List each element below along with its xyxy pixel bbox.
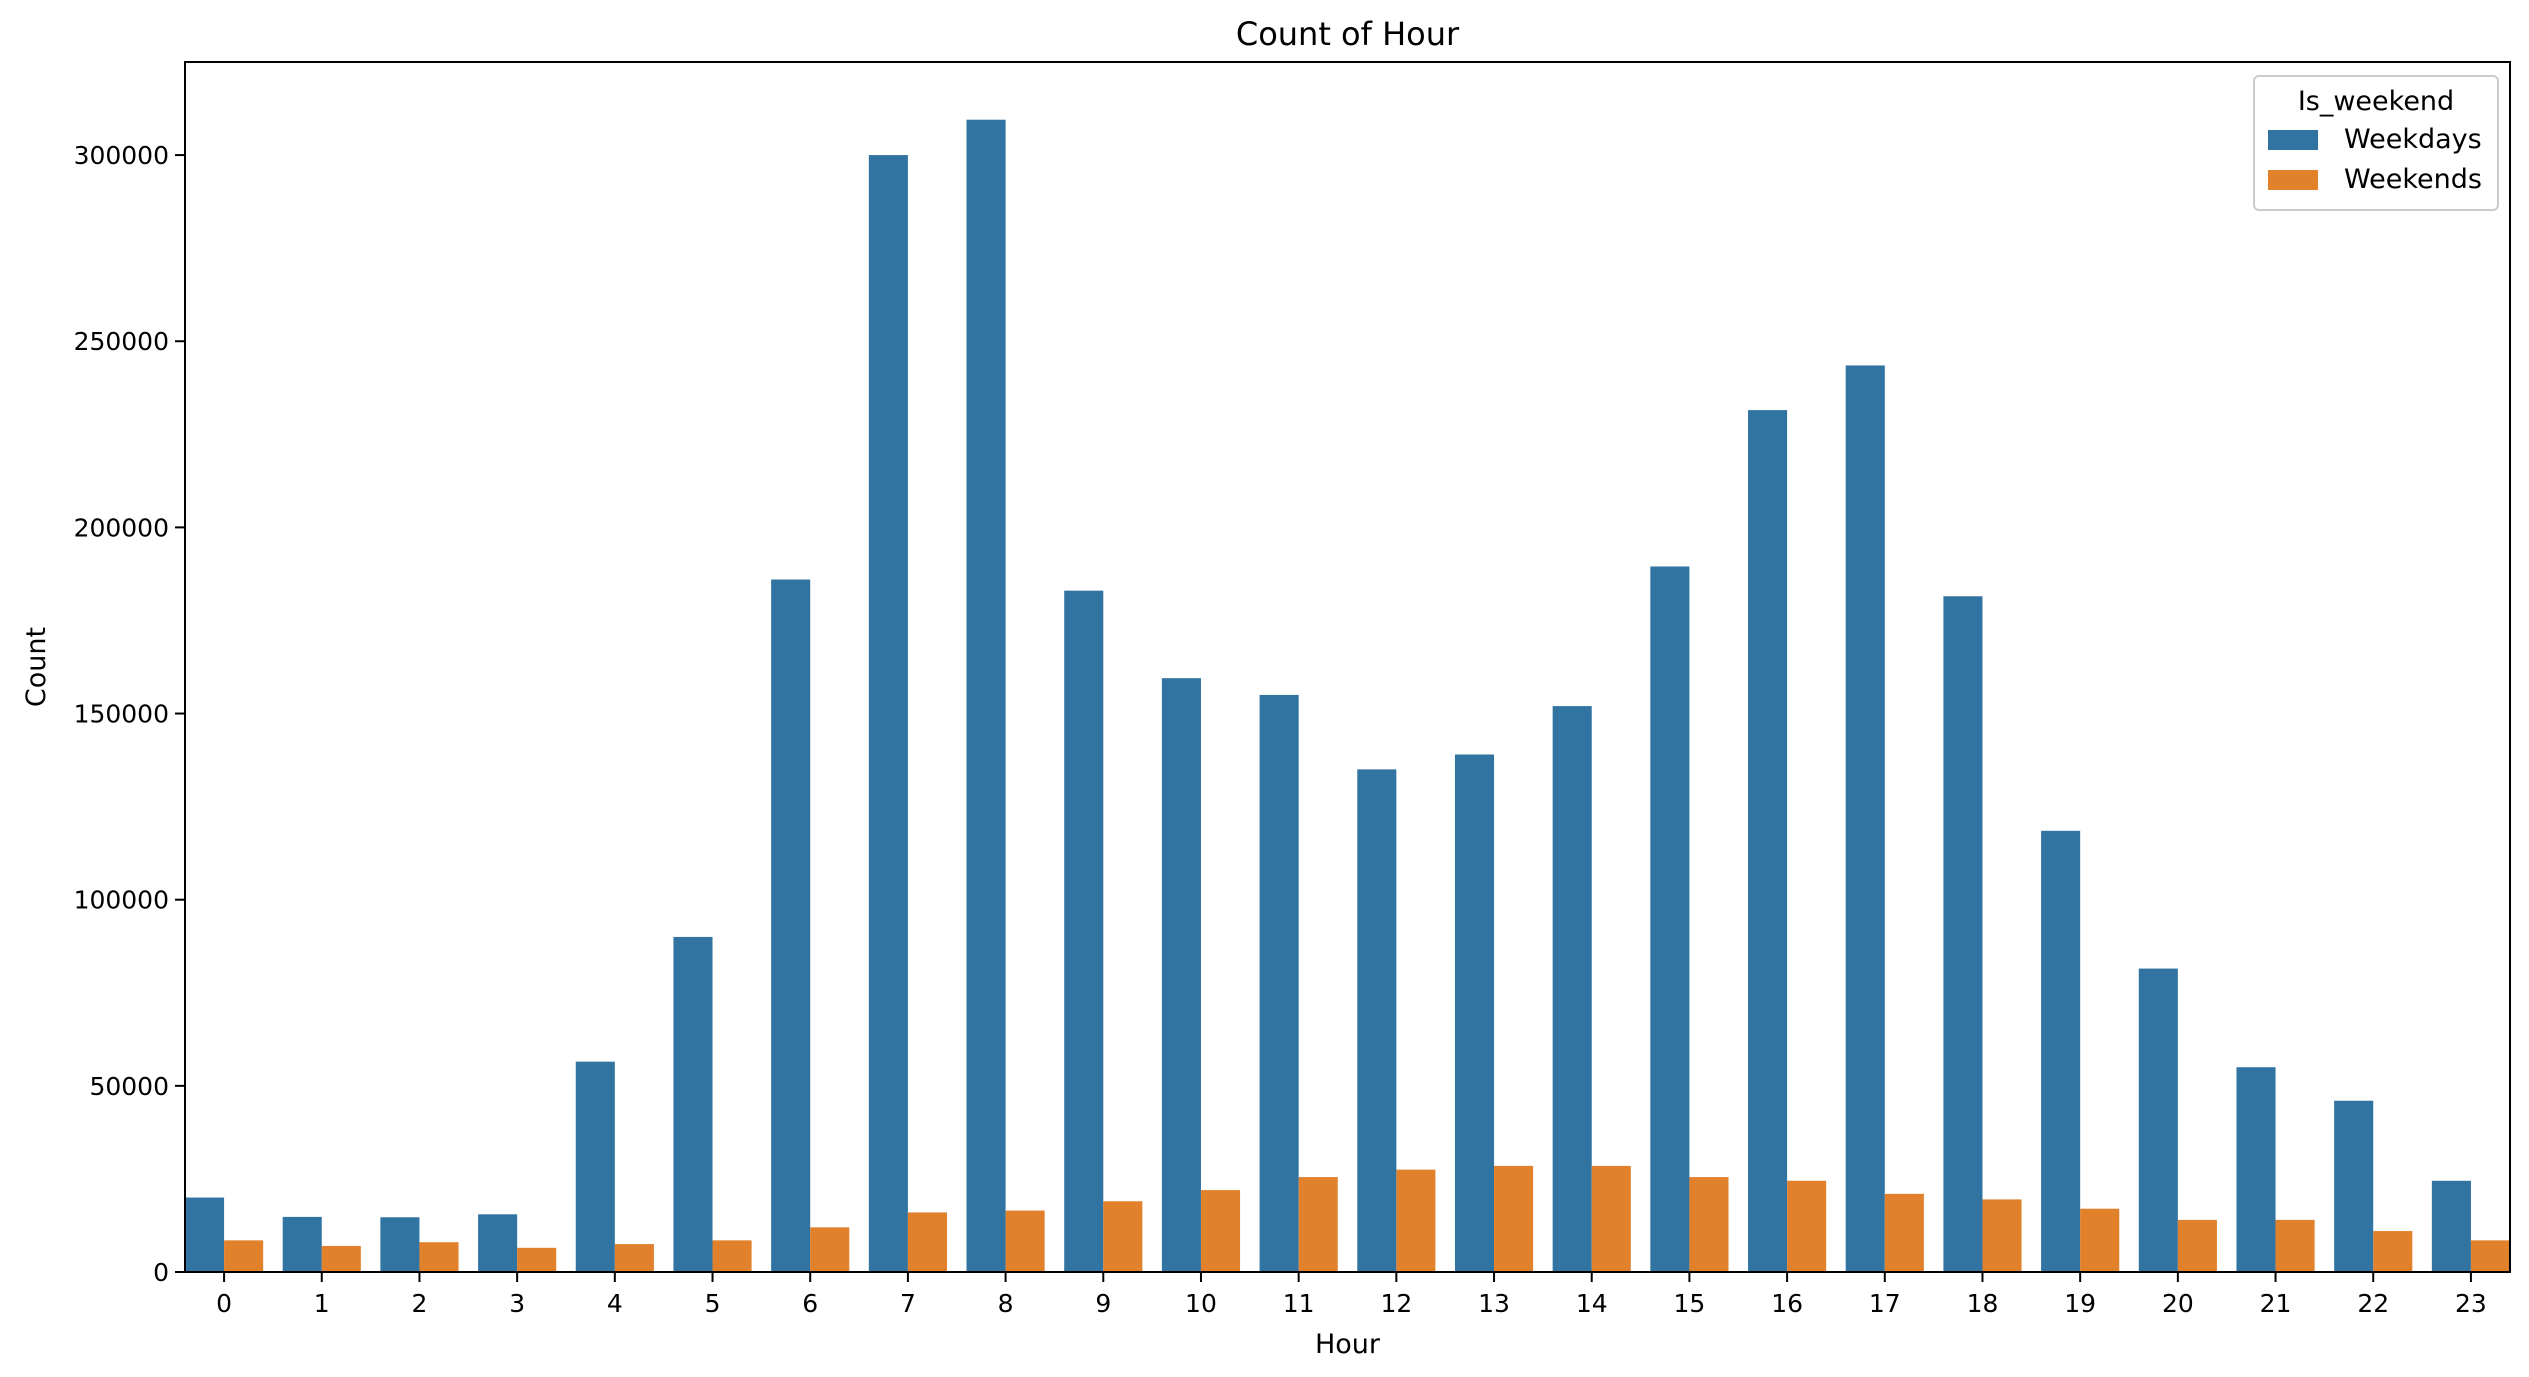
bar-weekends-hour-6 bbox=[810, 1227, 850, 1272]
x-tick-label: 23 bbox=[2455, 1289, 2487, 1318]
x-tick-label: 3 bbox=[509, 1289, 525, 1318]
bar-weekends-hour-15 bbox=[1689, 1177, 1729, 1272]
bar-weekends-hour-17 bbox=[1884, 1193, 1924, 1272]
bar-weekdays-hour-2 bbox=[380, 1217, 420, 1272]
bar-weekdays-hour-0 bbox=[185, 1197, 225, 1272]
legend-label-weekdays: Weekdays bbox=[2344, 124, 2482, 155]
bar-weekends-hour-19 bbox=[2080, 1208, 2120, 1272]
x-tick-label: 14 bbox=[1576, 1289, 1608, 1318]
bar-weekdays-hour-12 bbox=[1357, 769, 1397, 1272]
bar-weekdays-hour-3 bbox=[478, 1214, 518, 1272]
bar-weekdays-hour-20 bbox=[2138, 968, 2178, 1272]
bar-weekdays-hour-4 bbox=[575, 1061, 615, 1272]
bar-weekends-hour-4 bbox=[614, 1244, 654, 1272]
x-tick-label: 15 bbox=[1674, 1289, 1706, 1318]
x-tick-label: 5 bbox=[705, 1289, 721, 1318]
bar-weekdays-hour-1 bbox=[282, 1216, 322, 1272]
bars-group bbox=[185, 119, 2510, 1273]
legend-swatch-weekends bbox=[2268, 170, 2318, 190]
bar-weekdays-hour-19 bbox=[2041, 830, 2081, 1272]
bar-weekends-hour-16 bbox=[1787, 1180, 1827, 1272]
bar-weekdays-hour-21 bbox=[2236, 1067, 2276, 1272]
bar-weekdays-hour-22 bbox=[2334, 1100, 2374, 1272]
bar-weekdays-hour-5 bbox=[673, 936, 713, 1272]
x-tick-label: 21 bbox=[2260, 1289, 2292, 1318]
bar-weekends-hour-8 bbox=[1005, 1210, 1045, 1272]
x-tick-label: 16 bbox=[1771, 1289, 1803, 1318]
bar-weekends-hour-20 bbox=[2177, 1219, 2217, 1272]
bar-weekends-hour-3 bbox=[517, 1247, 557, 1272]
x-tick-label: 22 bbox=[2357, 1289, 2389, 1318]
bar-weekdays-hour-15 bbox=[1650, 566, 1690, 1272]
y-tick-label: 100000 bbox=[74, 886, 169, 915]
y-axis-label: Count bbox=[21, 627, 52, 707]
x-tick-label: 2 bbox=[412, 1289, 428, 1318]
x-tick-label: 20 bbox=[2162, 1289, 2194, 1318]
x-axis-label: Hour bbox=[1315, 1329, 1381, 1360]
x-tick-label: 1 bbox=[314, 1289, 330, 1318]
chart-title: Count of Hour bbox=[1236, 15, 1460, 53]
bar-weekends-hour-22 bbox=[2373, 1231, 2413, 1272]
bar-weekdays-hour-16 bbox=[1748, 410, 1788, 1272]
y-tick-label: 300000 bbox=[74, 141, 169, 170]
bar-weekends-hour-0 bbox=[224, 1240, 264, 1272]
bar-weekends-hour-14 bbox=[1591, 1165, 1631, 1272]
bar-weekends-hour-21 bbox=[2275, 1219, 2315, 1272]
x-tick-label: 8 bbox=[998, 1289, 1014, 1318]
bar-weekends-hour-13 bbox=[1494, 1165, 1534, 1272]
bar-weekends-hour-12 bbox=[1396, 1169, 1436, 1272]
bar-weekdays-hour-11 bbox=[1259, 694, 1299, 1272]
plot-area-frame bbox=[184, 61, 2511, 1273]
y-tick-label: 150000 bbox=[74, 700, 169, 729]
x-tick-label: 18 bbox=[1967, 1289, 1999, 1318]
bar-weekends-hour-7 bbox=[907, 1212, 947, 1272]
legend-label-weekends: Weekends bbox=[2344, 164, 2482, 195]
bar-weekdays-hour-18 bbox=[1943, 596, 1983, 1272]
y-tick-label: 0 bbox=[153, 1258, 169, 1287]
y-axis-ticks: 0 50000 100000 150000 200000 250000 300000 bbox=[74, 141, 185, 1287]
legend-items: Weekdays Weekends bbox=[2268, 124, 2482, 195]
x-tick-label: 12 bbox=[1380, 1289, 1412, 1318]
legend-swatch-weekdays bbox=[2268, 130, 2318, 150]
x-tick-label: 7 bbox=[900, 1289, 916, 1318]
x-tick-label: 17 bbox=[1869, 1289, 1901, 1318]
bar-weekdays-hour-10 bbox=[1161, 678, 1201, 1272]
y-tick-label: 200000 bbox=[74, 513, 169, 542]
x-tick-label: 4 bbox=[607, 1289, 623, 1318]
x-tick-label: 13 bbox=[1478, 1289, 1510, 1318]
bar-weekdays-hour-7 bbox=[868, 155, 908, 1273]
bar-weekdays-hour-17 bbox=[1845, 365, 1885, 1272]
bar-weekdays-hour-9 bbox=[1064, 590, 1104, 1272]
bar-weekdays-hour-13 bbox=[1454, 754, 1495, 1272]
y-tick-label: 250000 bbox=[74, 327, 169, 356]
y-tick-label: 50000 bbox=[89, 1072, 169, 1101]
x-tick-label: 9 bbox=[1095, 1289, 1111, 1318]
bar-weekdays-hour-6 bbox=[771, 579, 811, 1272]
x-tick-label: 11 bbox=[1283, 1289, 1315, 1318]
bar-weekends-hour-5 bbox=[712, 1240, 752, 1272]
bar-weekends-hour-10 bbox=[1200, 1190, 1241, 1272]
bar-weekends-hour-1 bbox=[321, 1245, 361, 1272]
bar-weekends-hour-2 bbox=[419, 1242, 459, 1272]
legend: Is_weekend Weekdays Weekends bbox=[2253, 75, 2499, 211]
x-tick-label: 0 bbox=[216, 1289, 232, 1318]
x-tick-label: 10 bbox=[1185, 1289, 1217, 1318]
bar-weekends-hour-9 bbox=[1103, 1201, 1143, 1272]
bar-weekends-hour-23 bbox=[2470, 1240, 2510, 1272]
bar-weekdays-hour-8 bbox=[966, 119, 1006, 1273]
legend-title: Is_weekend bbox=[2298, 86, 2454, 117]
bar-weekends-hour-11 bbox=[1298, 1177, 1338, 1272]
bar-weekdays-hour-23 bbox=[2431, 1180, 2471, 1272]
x-tick-label: 19 bbox=[2064, 1289, 2096, 1318]
x-axis-ticks: 0 1 2 3 4 5 6 7 8 9 10 11 12 13 14 15 16 17 18 19 20 21 22 23 bbox=[216, 1272, 2487, 1318]
x-tick-label: 6 bbox=[802, 1289, 818, 1318]
bar-weekdays-hour-14 bbox=[1552, 706, 1592, 1272]
bar-weekends-hour-18 bbox=[1982, 1199, 2022, 1272]
